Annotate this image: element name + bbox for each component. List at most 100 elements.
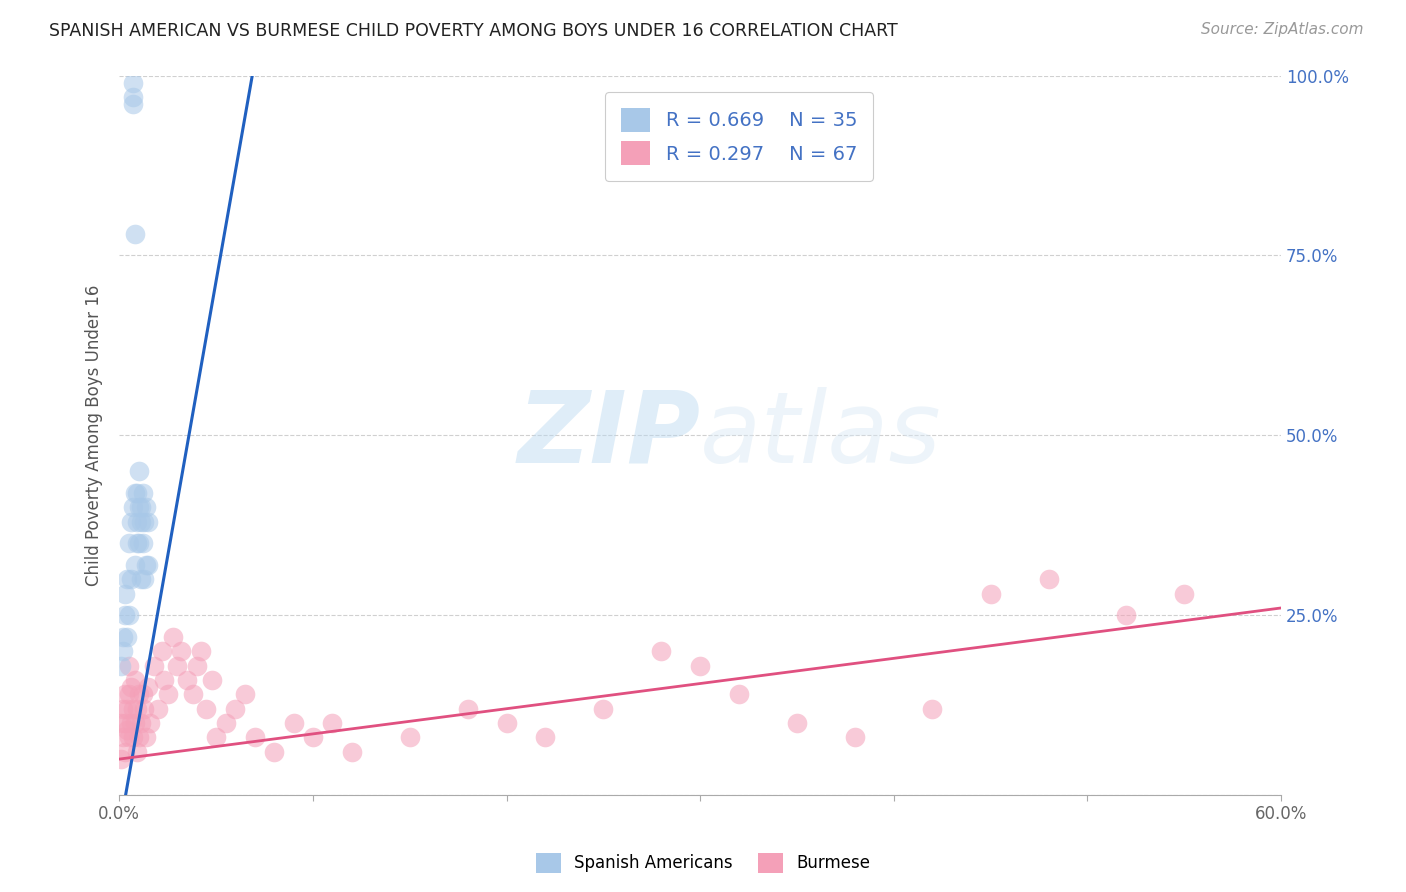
Point xyxy=(115,723,138,738)
Point xyxy=(125,536,148,550)
Point xyxy=(195,702,218,716)
Point xyxy=(131,536,153,550)
Point xyxy=(112,731,135,745)
Point xyxy=(128,536,150,550)
Point xyxy=(125,745,148,759)
Point xyxy=(121,90,143,104)
Point xyxy=(131,486,153,500)
Point xyxy=(143,658,166,673)
Point xyxy=(190,644,212,658)
Point xyxy=(243,731,266,745)
Point xyxy=(124,558,146,572)
Point xyxy=(120,716,142,731)
Point xyxy=(1115,608,1137,623)
Point xyxy=(150,644,173,658)
Text: atlas: atlas xyxy=(700,387,942,483)
Point xyxy=(135,731,157,745)
Point xyxy=(118,731,141,745)
Point xyxy=(233,687,256,701)
Point xyxy=(124,716,146,731)
Point xyxy=(110,716,132,731)
Text: Source: ZipAtlas.com: Source: ZipAtlas.com xyxy=(1201,22,1364,37)
Point xyxy=(129,716,152,731)
Point xyxy=(139,716,162,731)
Point xyxy=(153,673,176,687)
Point xyxy=(128,464,150,478)
Y-axis label: Child Poverty Among Boys Under 16: Child Poverty Among Boys Under 16 xyxy=(86,285,103,586)
Point xyxy=(120,680,142,694)
Text: SPANISH AMERICAN VS BURMESE CHILD POVERTY AMONG BOYS UNDER 16 CORRELATION CHART: SPANISH AMERICAN VS BURMESE CHILD POVERT… xyxy=(49,22,898,40)
Point xyxy=(162,630,184,644)
Point xyxy=(136,558,159,572)
Point xyxy=(114,608,136,623)
Point xyxy=(121,500,143,515)
Point xyxy=(136,515,159,529)
Point xyxy=(129,515,152,529)
Point xyxy=(844,731,866,745)
Point xyxy=(114,687,136,701)
Point xyxy=(1173,586,1195,600)
Point xyxy=(302,731,325,745)
Point xyxy=(114,586,136,600)
Point xyxy=(124,486,146,500)
Point xyxy=(121,97,143,112)
Point xyxy=(110,658,132,673)
Point xyxy=(115,702,138,716)
Point xyxy=(398,731,420,745)
Point xyxy=(727,687,749,701)
Point xyxy=(128,731,150,745)
Point xyxy=(201,673,224,687)
Point xyxy=(166,658,188,673)
Point xyxy=(170,644,193,658)
Point xyxy=(129,572,152,586)
Point xyxy=(135,500,157,515)
Point xyxy=(121,702,143,716)
Point xyxy=(176,673,198,687)
Point xyxy=(118,536,141,550)
Point xyxy=(134,572,156,586)
Point xyxy=(112,644,135,658)
Point xyxy=(128,500,150,515)
Point xyxy=(112,702,135,716)
Point xyxy=(115,572,138,586)
Point xyxy=(112,630,135,644)
Point xyxy=(120,515,142,529)
Point xyxy=(1038,572,1060,586)
Point xyxy=(134,702,156,716)
Point xyxy=(263,745,285,759)
Point xyxy=(283,716,305,731)
Point xyxy=(124,673,146,687)
Legend: R = 0.669    N = 35, R = 0.297    N = 67: R = 0.669 N = 35, R = 0.297 N = 67 xyxy=(606,93,873,181)
Point xyxy=(495,716,517,731)
Point xyxy=(118,658,141,673)
Text: ZIP: ZIP xyxy=(517,387,700,483)
Point xyxy=(921,702,943,716)
Point xyxy=(120,572,142,586)
Point xyxy=(118,687,141,701)
Point xyxy=(110,752,132,766)
Point xyxy=(215,716,238,731)
Point xyxy=(136,680,159,694)
Point xyxy=(125,515,148,529)
Point xyxy=(650,644,672,658)
Point xyxy=(156,687,179,701)
Point xyxy=(980,586,1002,600)
Point xyxy=(534,731,557,745)
Point xyxy=(134,515,156,529)
Point xyxy=(114,716,136,731)
Point xyxy=(135,558,157,572)
Point xyxy=(115,630,138,644)
Point xyxy=(146,702,169,716)
Point xyxy=(124,227,146,241)
Point xyxy=(205,731,228,745)
Point xyxy=(186,658,208,673)
Point xyxy=(118,608,141,623)
Point xyxy=(128,687,150,701)
Point xyxy=(592,702,614,716)
Point xyxy=(121,731,143,745)
Point xyxy=(125,486,148,500)
Point xyxy=(181,687,204,701)
Point xyxy=(340,745,363,759)
Point xyxy=(125,702,148,716)
Point xyxy=(457,702,479,716)
